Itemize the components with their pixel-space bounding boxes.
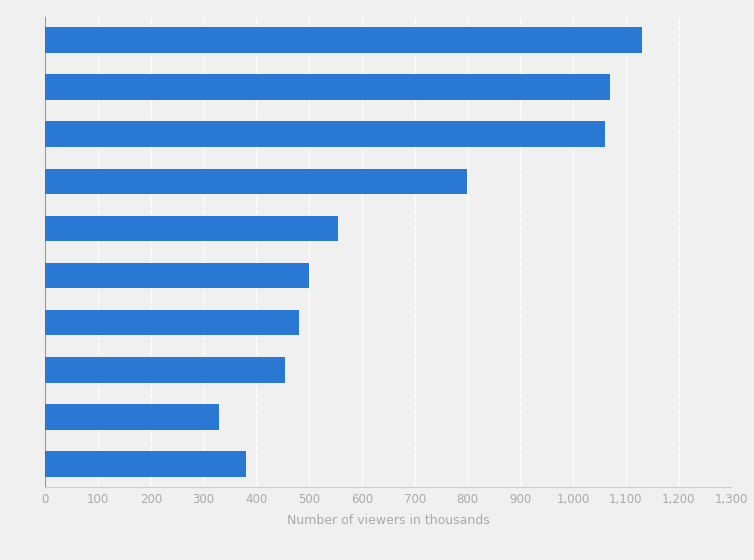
Bar xyxy=(45,451,246,477)
Bar xyxy=(45,27,642,53)
Bar xyxy=(45,310,299,335)
Bar xyxy=(45,122,605,147)
Bar xyxy=(45,74,610,100)
Bar xyxy=(45,216,338,241)
Bar xyxy=(45,169,467,194)
Bar xyxy=(45,404,219,430)
Bar xyxy=(45,357,285,382)
X-axis label: Number of viewers in thousands: Number of viewers in thousands xyxy=(287,514,489,527)
Bar xyxy=(45,263,309,288)
